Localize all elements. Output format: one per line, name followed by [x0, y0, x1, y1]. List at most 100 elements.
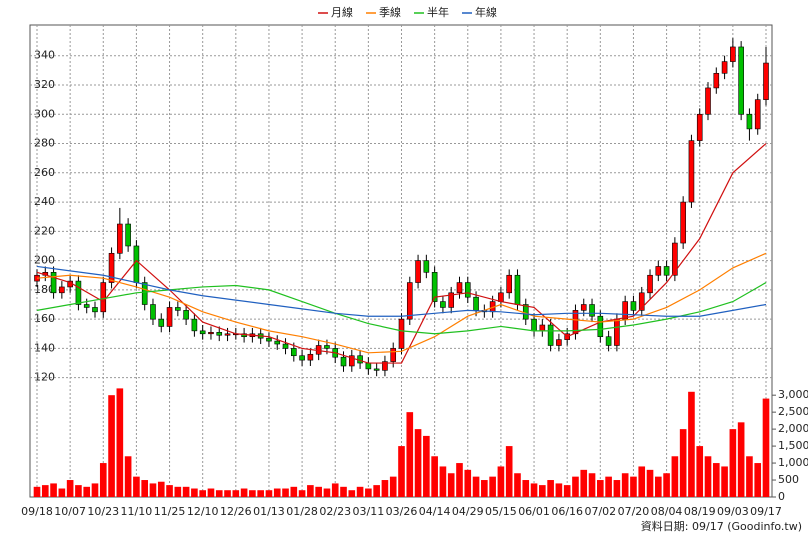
- x-tick-label: 08/19: [684, 505, 716, 518]
- x-tick-label: 11/10: [121, 505, 153, 518]
- volume-bar: [721, 466, 728, 497]
- volume-bar: [199, 490, 206, 497]
- candle-body: [746, 113, 753, 130]
- candle-body: [324, 345, 330, 349]
- candle-body: [100, 282, 107, 313]
- candle-body: [614, 318, 620, 346]
- candle-body: [373, 368, 380, 371]
- candle-body: [282, 343, 289, 349]
- candle-body: [597, 315, 604, 338]
- volume-bar: [588, 473, 596, 497]
- volume-bar: [497, 466, 505, 497]
- candle-body: [498, 292, 504, 302]
- candle-body: [473, 296, 479, 311]
- volume-bar: [638, 466, 646, 497]
- volume-bar: [630, 476, 637, 497]
- candle-body: [663, 266, 670, 276]
- candle-body: [59, 286, 65, 294]
- volume-bar: [712, 463, 720, 497]
- volume-bar: [50, 483, 57, 497]
- volume-bar: [563, 485, 571, 497]
- candle-body: [506, 274, 512, 294]
- volume-bar: [298, 490, 306, 497]
- volume-bar: [398, 446, 405, 497]
- x-tick-label: 04/29: [452, 505, 484, 518]
- volume-bar: [75, 485, 82, 497]
- volume-bar: [423, 435, 430, 497]
- x-tick-label: 06/01: [518, 505, 550, 518]
- volume-bar: [605, 476, 612, 497]
- x-tick-label: 02/23: [319, 505, 351, 518]
- volume-bar: [240, 488, 248, 497]
- y2-tick-label: 0: [778, 490, 785, 503]
- x-tick-label: 07/20: [618, 505, 650, 518]
- candle-body: [299, 355, 305, 361]
- y2-tick-label: 500: [778, 473, 799, 486]
- volume-bar: [696, 446, 704, 497]
- volume-bar: [654, 476, 662, 497]
- volume-bar: [182, 486, 190, 497]
- candle-body: [406, 282, 413, 320]
- y-tick-label: 200: [34, 254, 55, 267]
- volume-bar: [365, 488, 372, 497]
- candle-body: [730, 46, 736, 62]
- candle-body: [696, 113, 703, 141]
- candle-body: [50, 272, 57, 294]
- volume-bar: [83, 486, 91, 497]
- candle-body: [680, 201, 686, 244]
- x-tick-label: 09/17: [750, 505, 782, 518]
- volume-bar: [555, 483, 563, 497]
- volume-bar: [331, 483, 339, 497]
- legend-label: 月線: [331, 5, 353, 19]
- volume-bar: [688, 391, 695, 497]
- candle-body: [208, 332, 214, 335]
- candle-body: [83, 304, 90, 308]
- candle-body: [647, 274, 653, 294]
- volume-bar: [679, 429, 687, 497]
- volume-bar: [671, 456, 679, 497]
- volume-bar: [547, 480, 554, 497]
- volume-bar: [356, 486, 364, 497]
- volume-bar: [406, 412, 414, 497]
- volume-bar: [108, 395, 115, 497]
- candle-body: [224, 333, 231, 336]
- candle-body: [713, 72, 720, 89]
- candle-body: [630, 301, 637, 311]
- candle-body: [514, 274, 521, 305]
- candle-body: [117, 223, 123, 254]
- candle-body: [398, 318, 405, 349]
- candle-body: [605, 336, 612, 346]
- volume-bar: [282, 488, 289, 497]
- volume-bar: [373, 485, 380, 497]
- x-tick-label: 01/13: [253, 505, 285, 518]
- volume-bar: [505, 446, 513, 497]
- volume-bar: [166, 485, 173, 497]
- volume-bar: [597, 480, 604, 497]
- candle-body: [141, 282, 148, 305]
- volume-bar: [207, 488, 215, 497]
- legend-label: 季線: [379, 5, 401, 19]
- candle-body: [531, 318, 537, 332]
- candle-body: [166, 307, 173, 327]
- volume-bar: [389, 476, 397, 497]
- volume-bar: [489, 476, 496, 497]
- candle-body: [191, 318, 198, 332]
- volume-bar: [704, 456, 712, 497]
- candle-body: [307, 353, 314, 361]
- volume-bar: [464, 469, 472, 497]
- candle-body: [556, 339, 562, 346]
- x-tick-label: 12/26: [220, 505, 252, 518]
- candle-body: [274, 340, 281, 345]
- volume-bar: [66, 480, 74, 497]
- volume-bar: [257, 490, 264, 497]
- volume-bar: [290, 486, 298, 497]
- volume-bar: [174, 486, 182, 497]
- x-tick-label: 10/23: [87, 505, 119, 518]
- candle-body: [415, 260, 421, 283]
- x-tick-label: 06/16: [551, 505, 583, 518]
- volume-bar: [232, 490, 240, 497]
- candle-body: [456, 282, 463, 294]
- y-tick-label: 220: [34, 224, 55, 237]
